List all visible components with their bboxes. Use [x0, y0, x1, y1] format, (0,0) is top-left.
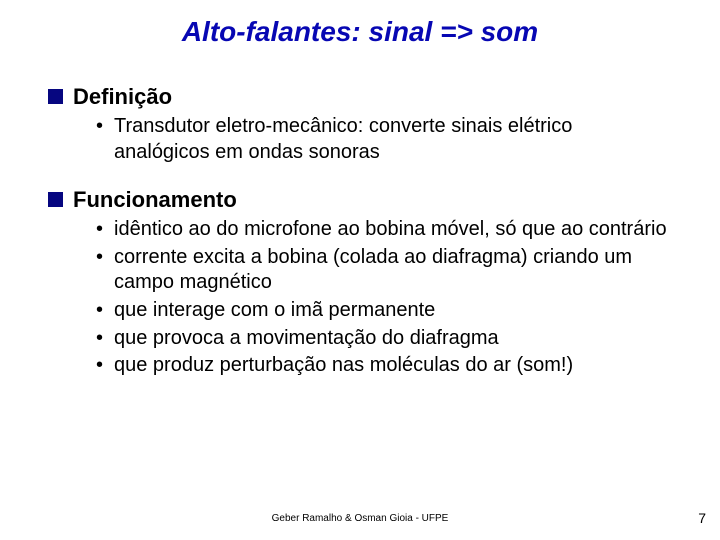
- section-heading-funcionamento: Funcionamento: [48, 187, 672, 213]
- slide-container: Alto-falantes: sinal => som Definição Tr…: [0, 0, 720, 540]
- list-item: idêntico ao do microfone ao bobina móvel…: [96, 217, 672, 243]
- list-item: que provoca a movimentação do diafragma: [96, 326, 672, 352]
- bullet-list-definicao: Transdutor eletro-mecânico: converte sin…: [48, 114, 672, 165]
- section-label: Definição: [73, 84, 172, 110]
- list-item: que interage com o imã permanente: [96, 298, 672, 324]
- page-number: 7: [698, 510, 706, 526]
- square-bullet-icon: [48, 192, 63, 207]
- section-heading-definicao: Definição: [48, 84, 672, 110]
- list-item: Transdutor eletro-mecânico: converte sin…: [96, 114, 672, 165]
- slide-title: Alto-falantes: sinal => som: [48, 16, 672, 48]
- footer-text: Geber Ramalho & Osman Gioia - UFPE: [0, 513, 720, 524]
- list-item: corrente excita a bobina (colada ao diaf…: [96, 245, 672, 296]
- square-bullet-icon: [48, 89, 63, 104]
- bullet-list-funcionamento: idêntico ao do microfone ao bobina móvel…: [48, 217, 672, 379]
- list-item: que produz perturbação nas moléculas do …: [96, 353, 672, 379]
- section-label: Funcionamento: [73, 187, 237, 213]
